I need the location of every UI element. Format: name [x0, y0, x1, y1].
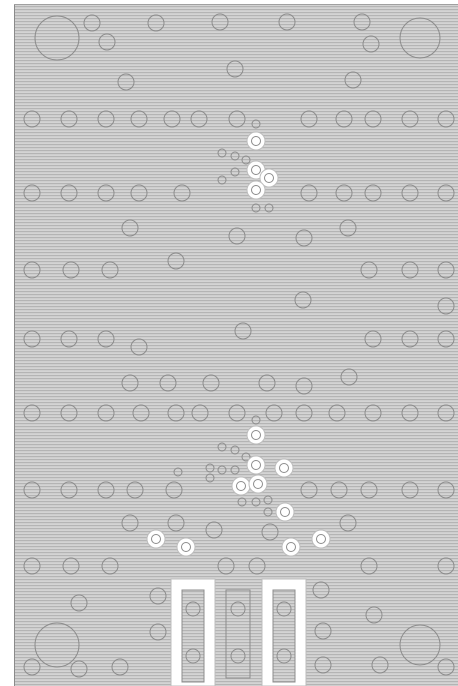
- pad: [247, 181, 265, 199]
- pad: [247, 132, 265, 150]
- pad: [312, 530, 330, 548]
- pad: [282, 538, 300, 556]
- connector-slot: [182, 590, 204, 682]
- pad: [249, 475, 267, 493]
- pad: [232, 477, 250, 495]
- connector-slot: [273, 590, 295, 682]
- pad: [275, 459, 293, 477]
- board-drawing: [0, 0, 458, 686]
- pad: [147, 530, 165, 548]
- pad: [247, 426, 265, 444]
- board-area: [14, 4, 458, 686]
- pad: [177, 538, 195, 556]
- pad: [247, 456, 265, 474]
- pad: [276, 503, 294, 521]
- page: (() => { const data = JSON.parse(documen…: [0, 0, 458, 686]
